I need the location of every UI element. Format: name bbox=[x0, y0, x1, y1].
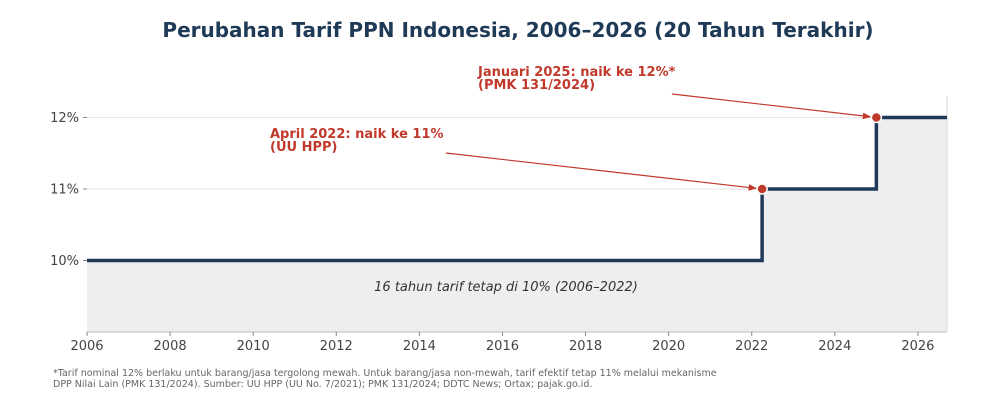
footnote-line-1: *Tarif nominal 12% berlaku untuk barang/… bbox=[53, 368, 717, 379]
axes bbox=[87, 96, 948, 333]
x-tick-label-2016: 2016 bbox=[486, 339, 519, 354]
annotation-arrow-1 bbox=[445, 152, 757, 191]
x-tick-label-2026: 2026 bbox=[901, 339, 934, 354]
x-axis-ticks: 2006 2008 2010 2012 2014 2016 2018 2020 2022 2024… bbox=[70, 332, 934, 354]
change-point-marker-1 bbox=[756, 183, 768, 195]
annotation-label-2-line-1: Januari 2025: naik ke 12%* bbox=[477, 65, 676, 80]
x-tick-label-2008: 2008 bbox=[154, 339, 187, 354]
annotation-label-2-line-2: (PMK 131/2024) bbox=[478, 78, 595, 93]
series-line bbox=[87, 115, 947, 263]
x-tick-label-2022: 2022 bbox=[735, 339, 768, 354]
x-tick-label-2020: 2020 bbox=[652, 339, 685, 354]
area-fill bbox=[87, 117, 947, 332]
change-point-marker-2 bbox=[870, 111, 883, 124]
period-note: 16 tahun tarif tetap di 10% (2006–2022) bbox=[374, 280, 638, 295]
annotation-arrow-2 bbox=[671, 93, 872, 120]
y-tick-label-10: 10% bbox=[50, 254, 79, 269]
x-tick-label-2014: 2014 bbox=[403, 339, 436, 354]
x-tick-label-2006: 2006 bbox=[70, 339, 103, 354]
chart-title: Perubahan Tarif PPN Indonesia, 2006–2026… bbox=[162, 18, 873, 42]
annotation-label-1-line-1: April 2022: naik ke 11% bbox=[270, 127, 444, 142]
x-tick-label-2012: 2012 bbox=[320, 339, 353, 354]
annotation-label-1-line-2: (UU HPP) bbox=[270, 140, 337, 155]
annotations: April 2022: naik ke 11%(UU HPP) Januari 2… bbox=[270, 65, 883, 195]
y-tick-label-11: 11% bbox=[50, 182, 79, 197]
y-tick-label-12: 12% bbox=[50, 111, 79, 126]
x-tick-label-2024: 2024 bbox=[818, 339, 851, 354]
y-axis-ticks: 10% 11% 12% bbox=[50, 111, 87, 269]
footnote-line-2: DPP Nilai Lain (PMK 131/2024). Sumber: U… bbox=[53, 379, 592, 390]
x-tick-label-2010: 2010 bbox=[237, 339, 270, 354]
x-tick-label-2018: 2018 bbox=[569, 339, 602, 354]
